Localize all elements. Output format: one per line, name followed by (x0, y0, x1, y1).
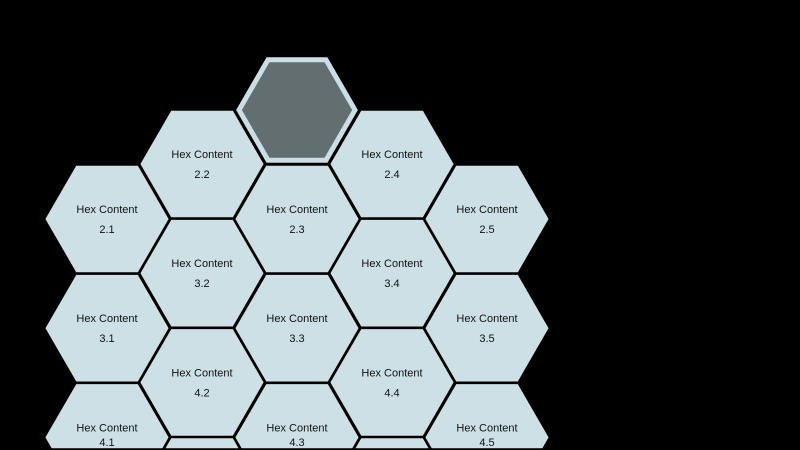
hex-label: 2.4 (384, 169, 399, 181)
hex-cell[interactable]: Hex Content 4.5 (423, 382, 551, 450)
hex-shape[interactable] (43, 273, 171, 384)
hex-shape[interactable] (423, 164, 551, 274)
hex-shape[interactable] (43, 382, 171, 450)
hex-label: 4.1 (99, 437, 114, 449)
hex-cell[interactable]: Hex Content 4.1 (43, 382, 171, 450)
hex-title: Hex Content (266, 422, 327, 434)
hex-cell[interactable]: Hex Content 2.3 (233, 164, 361, 274)
hex-label: 3.4 (384, 278, 399, 290)
hex-title: Hex Content (76, 313, 137, 325)
hex-shape[interactable] (328, 327, 456, 438)
hex-title: Hex Content (171, 149, 232, 161)
hex-cell[interactable] (352, 436, 432, 450)
hex-cell[interactable]: Hex Content 2.5 (423, 164, 551, 274)
hex-title: Hex Content (456, 204, 517, 216)
hex-title: Hex Content (456, 313, 517, 325)
hex-title: Hex Content (361, 258, 422, 270)
hex-shape[interactable] (233, 164, 361, 274)
hex-cell[interactable]: Hex Content 2.2 (138, 109, 266, 219)
hex-cell[interactable]: Hex Content 3.3 (233, 273, 361, 384)
hex-title: Hex Content (171, 258, 232, 270)
hex-label: 4.3 (289, 437, 304, 449)
hex-title: Hex Content (266, 313, 327, 325)
hex-title: Hex Content (171, 367, 232, 379)
hex-shape[interactable] (138, 327, 266, 438)
hex-shape[interactable] (233, 273, 361, 384)
hex-title: Hex Content (361, 149, 422, 161)
hex-shape[interactable] (138, 109, 266, 219)
hex-label: 3.5 (479, 333, 494, 345)
hex-shape[interactable] (352, 436, 432, 450)
hex-title: Hex Content (361, 367, 422, 379)
hex-shape[interactable] (138, 218, 266, 329)
hex-label: 4.2 (194, 387, 209, 399)
hex-shape[interactable] (328, 109, 456, 219)
hex-cell[interactable] (162, 436, 242, 450)
hex-cell[interactable]: Hex Content 3.1 (43, 273, 171, 384)
hex-shape[interactable] (423, 382, 551, 450)
hex-cell[interactable]: Hex Content 2.1 (43, 164, 171, 274)
hex-label: 3.2 (194, 278, 209, 290)
selected-hex[interactable] (236, 57, 358, 163)
hex-title: Hex Content (266, 204, 327, 216)
hex-shape[interactable] (423, 273, 551, 384)
hex-label: 2.1 (99, 224, 114, 236)
hex-label: 4.5 (479, 437, 494, 449)
hex-label: 2.3 (289, 224, 304, 236)
hex-label: 2.5 (479, 224, 494, 236)
hex-cell[interactable]: Hex Content 4.2 (138, 327, 266, 438)
hex-title: Hex Content (456, 422, 517, 434)
hex-label: 3.1 (99, 333, 114, 345)
hex-shape[interactable] (43, 164, 171, 274)
hex-cell[interactable]: Hex Content 4.3 (233, 382, 361, 450)
hex-label: 4.4 (384, 387, 399, 399)
hex-title: Hex Content (76, 204, 137, 216)
hex-shape[interactable] (233, 382, 361, 450)
hex-shape[interactable] (162, 436, 242, 450)
hex-shape[interactable] (328, 218, 456, 329)
hex-label: 3.3 (289, 333, 304, 345)
hex-cell[interactable]: Hex Content 2.4 (328, 109, 456, 219)
hex-cell[interactable]: Hex Content 3.5 (423, 273, 551, 384)
hex-cell[interactable]: Hex Content 3.2 (138, 218, 266, 329)
hex-cell[interactable]: Hex Content 4.4 (328, 327, 456, 438)
hex-label: 2.2 (194, 169, 209, 181)
hex-cell[interactable]: Hex Content 3.4 (328, 218, 456, 329)
hex-title: Hex Content (76, 422, 137, 434)
